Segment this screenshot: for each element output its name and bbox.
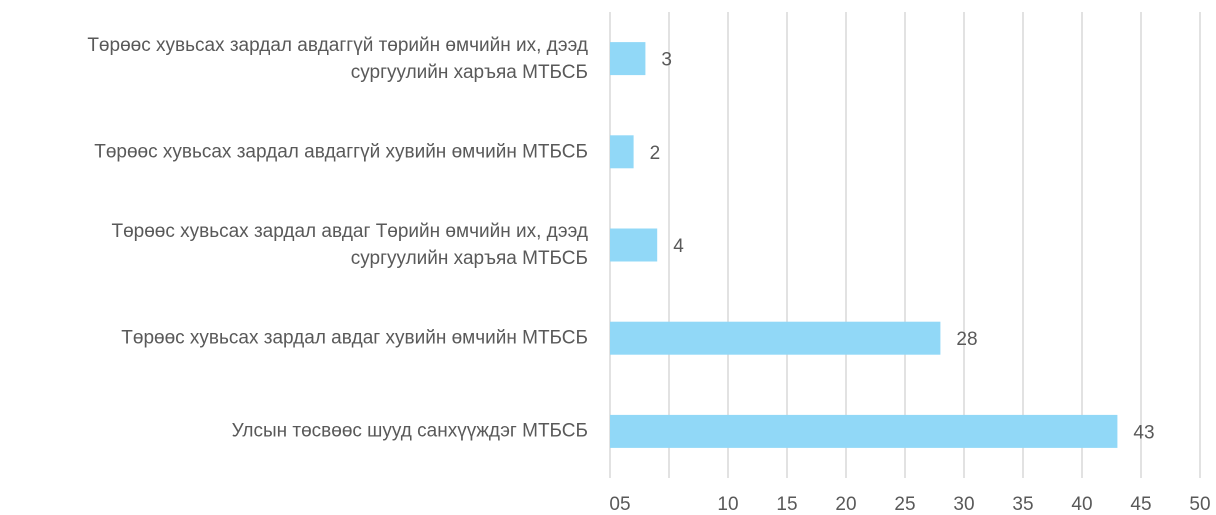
bar: [610, 135, 634, 169]
x-tick-label: 25: [894, 494, 915, 515]
x-tick-label: 05: [609, 494, 630, 515]
x-tick-label: 35: [1012, 494, 1033, 515]
category-label: Улсын төсвөөс шууд санхүүждэг МТБСБ: [231, 420, 588, 442]
category-label: Төрөөс хувьсах зардал авдаггүй хувийн өм…: [94, 141, 588, 163]
value-label: 4: [673, 236, 684, 257]
bar: [610, 414, 1118, 448]
x-tick-label: 45: [1130, 494, 1151, 515]
category-label: Төрөөс хувьсах зардал авдаг хувийн өмчий…: [121, 327, 588, 349]
x-tick-label: 10: [717, 494, 738, 515]
value-label: 43: [1133, 422, 1154, 443]
x-tick-label: 50: [1189, 494, 1210, 515]
x-tick-label: 20: [835, 494, 856, 515]
x-tick-label: 15: [776, 494, 797, 515]
bar: [610, 42, 646, 76]
value-label: 3: [661, 50, 672, 71]
bar: [610, 321, 941, 355]
value-label: 2: [650, 143, 661, 164]
x-tick-label: 40: [1071, 494, 1092, 515]
bar: [610, 228, 658, 262]
x-tick-label: 30: [953, 494, 974, 515]
value-label: 28: [956, 329, 977, 350]
category-label: Төрөөс хувьсах зардал авдаггүй төрийн өм…: [87, 34, 588, 83]
category-label: Төрөөс хувьсах зардал авдаг Төрийн өмчий…: [111, 221, 588, 269]
